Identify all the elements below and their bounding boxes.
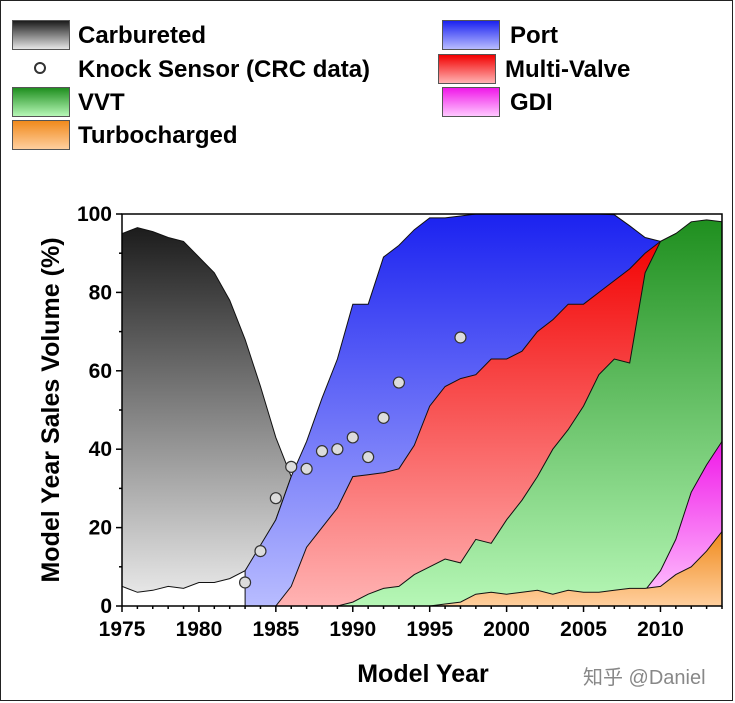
y-axis-title: Model Year Sales Volume (%) (37, 237, 65, 582)
legend-label-knock-sensor: Knock Sensor (CRC data) (78, 56, 371, 83)
knock-sensor-point (377, 411, 390, 424)
x-tick-label: 1990 (329, 618, 376, 641)
turbocharged-swatch (12, 120, 70, 150)
y-tick-label: 80 (89, 281, 112, 304)
knock-sensor-point (331, 443, 344, 456)
watermark: 知乎 @Daniel (583, 667, 706, 689)
x-tick-label: 1975 (99, 618, 146, 641)
knock-sensor-point (238, 576, 252, 589)
y-tick-label: 0 (100, 595, 112, 618)
x-tick-label: 1995 (406, 618, 453, 641)
gdi-swatch (442, 87, 500, 117)
y-tick-label: 100 (77, 203, 112, 226)
knock-sensor-point (269, 492, 282, 505)
y-tick-label: 40 (89, 438, 112, 461)
y-tick-label: 20 (89, 517, 112, 540)
legend-label-turbocharged: Turbocharged (78, 122, 238, 149)
plot-area (122, 214, 722, 606)
port-swatch (442, 20, 500, 50)
carbureted-swatch (12, 20, 70, 50)
legend-label-port: Port (510, 22, 558, 49)
x-tick-label: 1980 (176, 618, 223, 641)
y-tick-label: 60 (89, 360, 112, 383)
knock-sensor-point (285, 460, 298, 473)
vvt-swatch (12, 87, 70, 117)
x-axis-title: Model Year (357, 660, 489, 688)
legend-label-multi-valve: Multi-Valve (505, 56, 631, 83)
series-area-turbo (122, 530, 722, 606)
legend-label-gdi: GDI (510, 89, 553, 116)
knock-sensor-point (315, 445, 329, 458)
knock-sensor-marker-icon (34, 62, 46, 74)
knock-sensor-point (254, 545, 267, 558)
multi-valve-swatch (438, 54, 496, 84)
x-tick-label: 2010 (637, 618, 684, 641)
knock-sensor-point (346, 431, 359, 444)
legend-label-carbureted: Carbureted (78, 22, 207, 49)
knock-sensor-point (300, 462, 313, 475)
x-tick-label: 1985 (252, 618, 299, 641)
knock-sensor-point (362, 450, 375, 464)
x-tick-label: 2005 (560, 618, 607, 641)
knock-sensor-point (454, 331, 467, 344)
series-area-vvt (337, 219, 722, 606)
x-tick-label: 2000 (483, 618, 530, 641)
knock-sensor-point (392, 376, 406, 389)
legend-label-vvt: VVT (78, 89, 125, 116)
